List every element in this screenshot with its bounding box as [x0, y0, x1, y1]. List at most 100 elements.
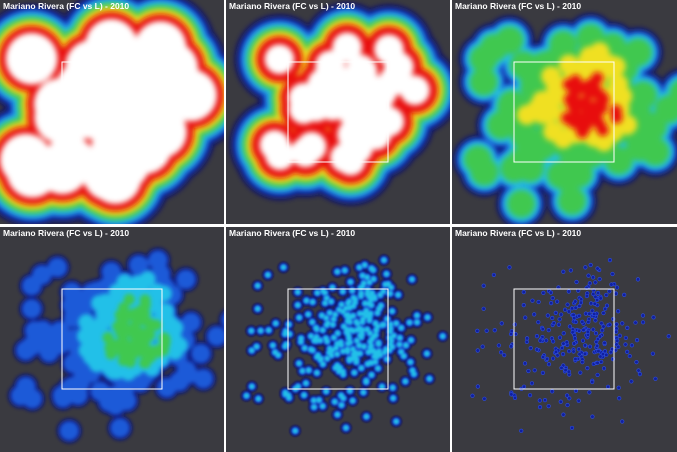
- pitch-dot: [590, 308, 595, 313]
- pitch-dot: [549, 301, 554, 306]
- pitch-dot: [591, 291, 596, 297]
- pitch-dot: [595, 360, 600, 365]
- heat-blob: [91, 121, 144, 174]
- pitch-dot: [567, 324, 573, 329]
- heat-blob: [255, 306, 261, 312]
- heat-blob: [388, 321, 394, 327]
- pitch-dot: [565, 302, 570, 307]
- pitch-dot: [616, 309, 621, 314]
- pitch-dot: [551, 339, 556, 344]
- pitch-dot: [482, 396, 487, 401]
- heat-blob: [372, 359, 378, 365]
- pitch-dot: [598, 354, 603, 359]
- heat-blob: [393, 419, 399, 425]
- pitch-dot: [597, 334, 603, 339]
- pitch-dot: [599, 321, 604, 326]
- pitch-dot: [507, 265, 512, 270]
- heat-blob: [136, 310, 148, 322]
- pitch-dot: [617, 333, 622, 338]
- heat-blob: [393, 320, 399, 326]
- pitch-dot: [623, 342, 628, 347]
- pitch-dot: [509, 392, 514, 397]
- pitch-dot: [521, 384, 527, 389]
- heat-blob: [363, 379, 369, 385]
- pitch-dot: [609, 282, 614, 287]
- pitch-dot: [550, 296, 555, 301]
- pitch-dot: [605, 384, 611, 389]
- pitch-dot: [629, 379, 634, 384]
- heat-blob: [609, 104, 622, 117]
- pitch-dot: [559, 345, 565, 351]
- heat-blob: [322, 300, 328, 306]
- pitch-dot: [492, 328, 497, 333]
- heat-blob: [123, 293, 135, 305]
- pitch-dot: [578, 300, 584, 305]
- pitch-dot: [620, 321, 625, 326]
- heat-blob: [288, 82, 319, 113]
- heat-blob: [390, 385, 396, 391]
- heat-blob: [317, 337, 323, 343]
- pitch-dot: [524, 339, 529, 344]
- panel-title: Mariano Rivera (FC vs L) - 2010: [3, 1, 129, 11]
- pitch-dot: [604, 292, 609, 298]
- heat-blob: [532, 103, 553, 124]
- heat-blob: [336, 307, 342, 313]
- heat-blob: [320, 403, 326, 409]
- heat-blob: [318, 356, 324, 362]
- heat-blob: [317, 90, 348, 121]
- heat-blob: [366, 317, 372, 323]
- strike-zone: [287, 61, 389, 163]
- heat-blob: [21, 298, 42, 319]
- pitch-dot: [614, 285, 620, 290]
- pitch-dot: [587, 311, 592, 316]
- pitch-dot: [559, 365, 564, 370]
- heat-blob: [316, 397, 322, 403]
- panel: Mariano Rivera (FC vs L) - 2010: [452, 0, 677, 224]
- pitch-dot: [600, 352, 606, 357]
- heat-blob: [371, 354, 377, 360]
- pitch-dot: [509, 344, 514, 349]
- heat-blob: [364, 274, 370, 280]
- heat-blob: [403, 342, 409, 348]
- heat-blob: [308, 333, 314, 339]
- panel: Mariano Rivera (FC vs L) - 2010: [226, 0, 450, 224]
- pitch-dot: [583, 265, 588, 270]
- pitch-dot: [559, 312, 564, 317]
- pitch-dot: [499, 350, 504, 355]
- heat-blob: [360, 389, 366, 395]
- heat-blob: [364, 327, 370, 333]
- heat-blob: [320, 327, 326, 333]
- pitch-dot: [602, 340, 607, 345]
- heat-blob: [142, 330, 154, 342]
- heat-layer: [243, 257, 446, 434]
- heat-blob: [59, 420, 80, 441]
- pitch-dot: [595, 290, 601, 296]
- panel: Mariano Rivera (FC vs L) - 2010: [452, 227, 677, 452]
- strike-zone: [61, 61, 163, 163]
- heat-blob: [397, 335, 403, 341]
- heat-blob: [329, 352, 335, 358]
- heat-blob: [361, 280, 367, 286]
- panel-title: Mariano Rivera (FC vs L) - 2010: [229, 1, 355, 11]
- heat-blob: [334, 269, 340, 275]
- heat-blob: [605, 56, 626, 77]
- pitch-dot: [566, 349, 572, 354]
- pitch-dot: [508, 331, 514, 337]
- pitch-dot: [573, 356, 578, 362]
- pitch-dot: [565, 402, 570, 408]
- pitch-dot: [576, 398, 581, 403]
- heat-blob: [389, 308, 395, 314]
- heat-blob: [280, 264, 286, 270]
- heat-blob: [24, 320, 45, 341]
- pitch-dot: [623, 335, 628, 341]
- heat-layer: [102, 293, 171, 369]
- pitch-dot: [604, 352, 609, 357]
- pitch-dot: [475, 384, 480, 389]
- heat-blob: [382, 281, 388, 287]
- heat-blob: [383, 51, 414, 82]
- heat-blob: [366, 301, 372, 307]
- pitch-dot: [580, 319, 585, 324]
- panel: Mariano Rivera (FC vs L) - 2010: [226, 227, 450, 452]
- pitch-dot: [607, 289, 612, 294]
- pitch-dot: [563, 368, 568, 373]
